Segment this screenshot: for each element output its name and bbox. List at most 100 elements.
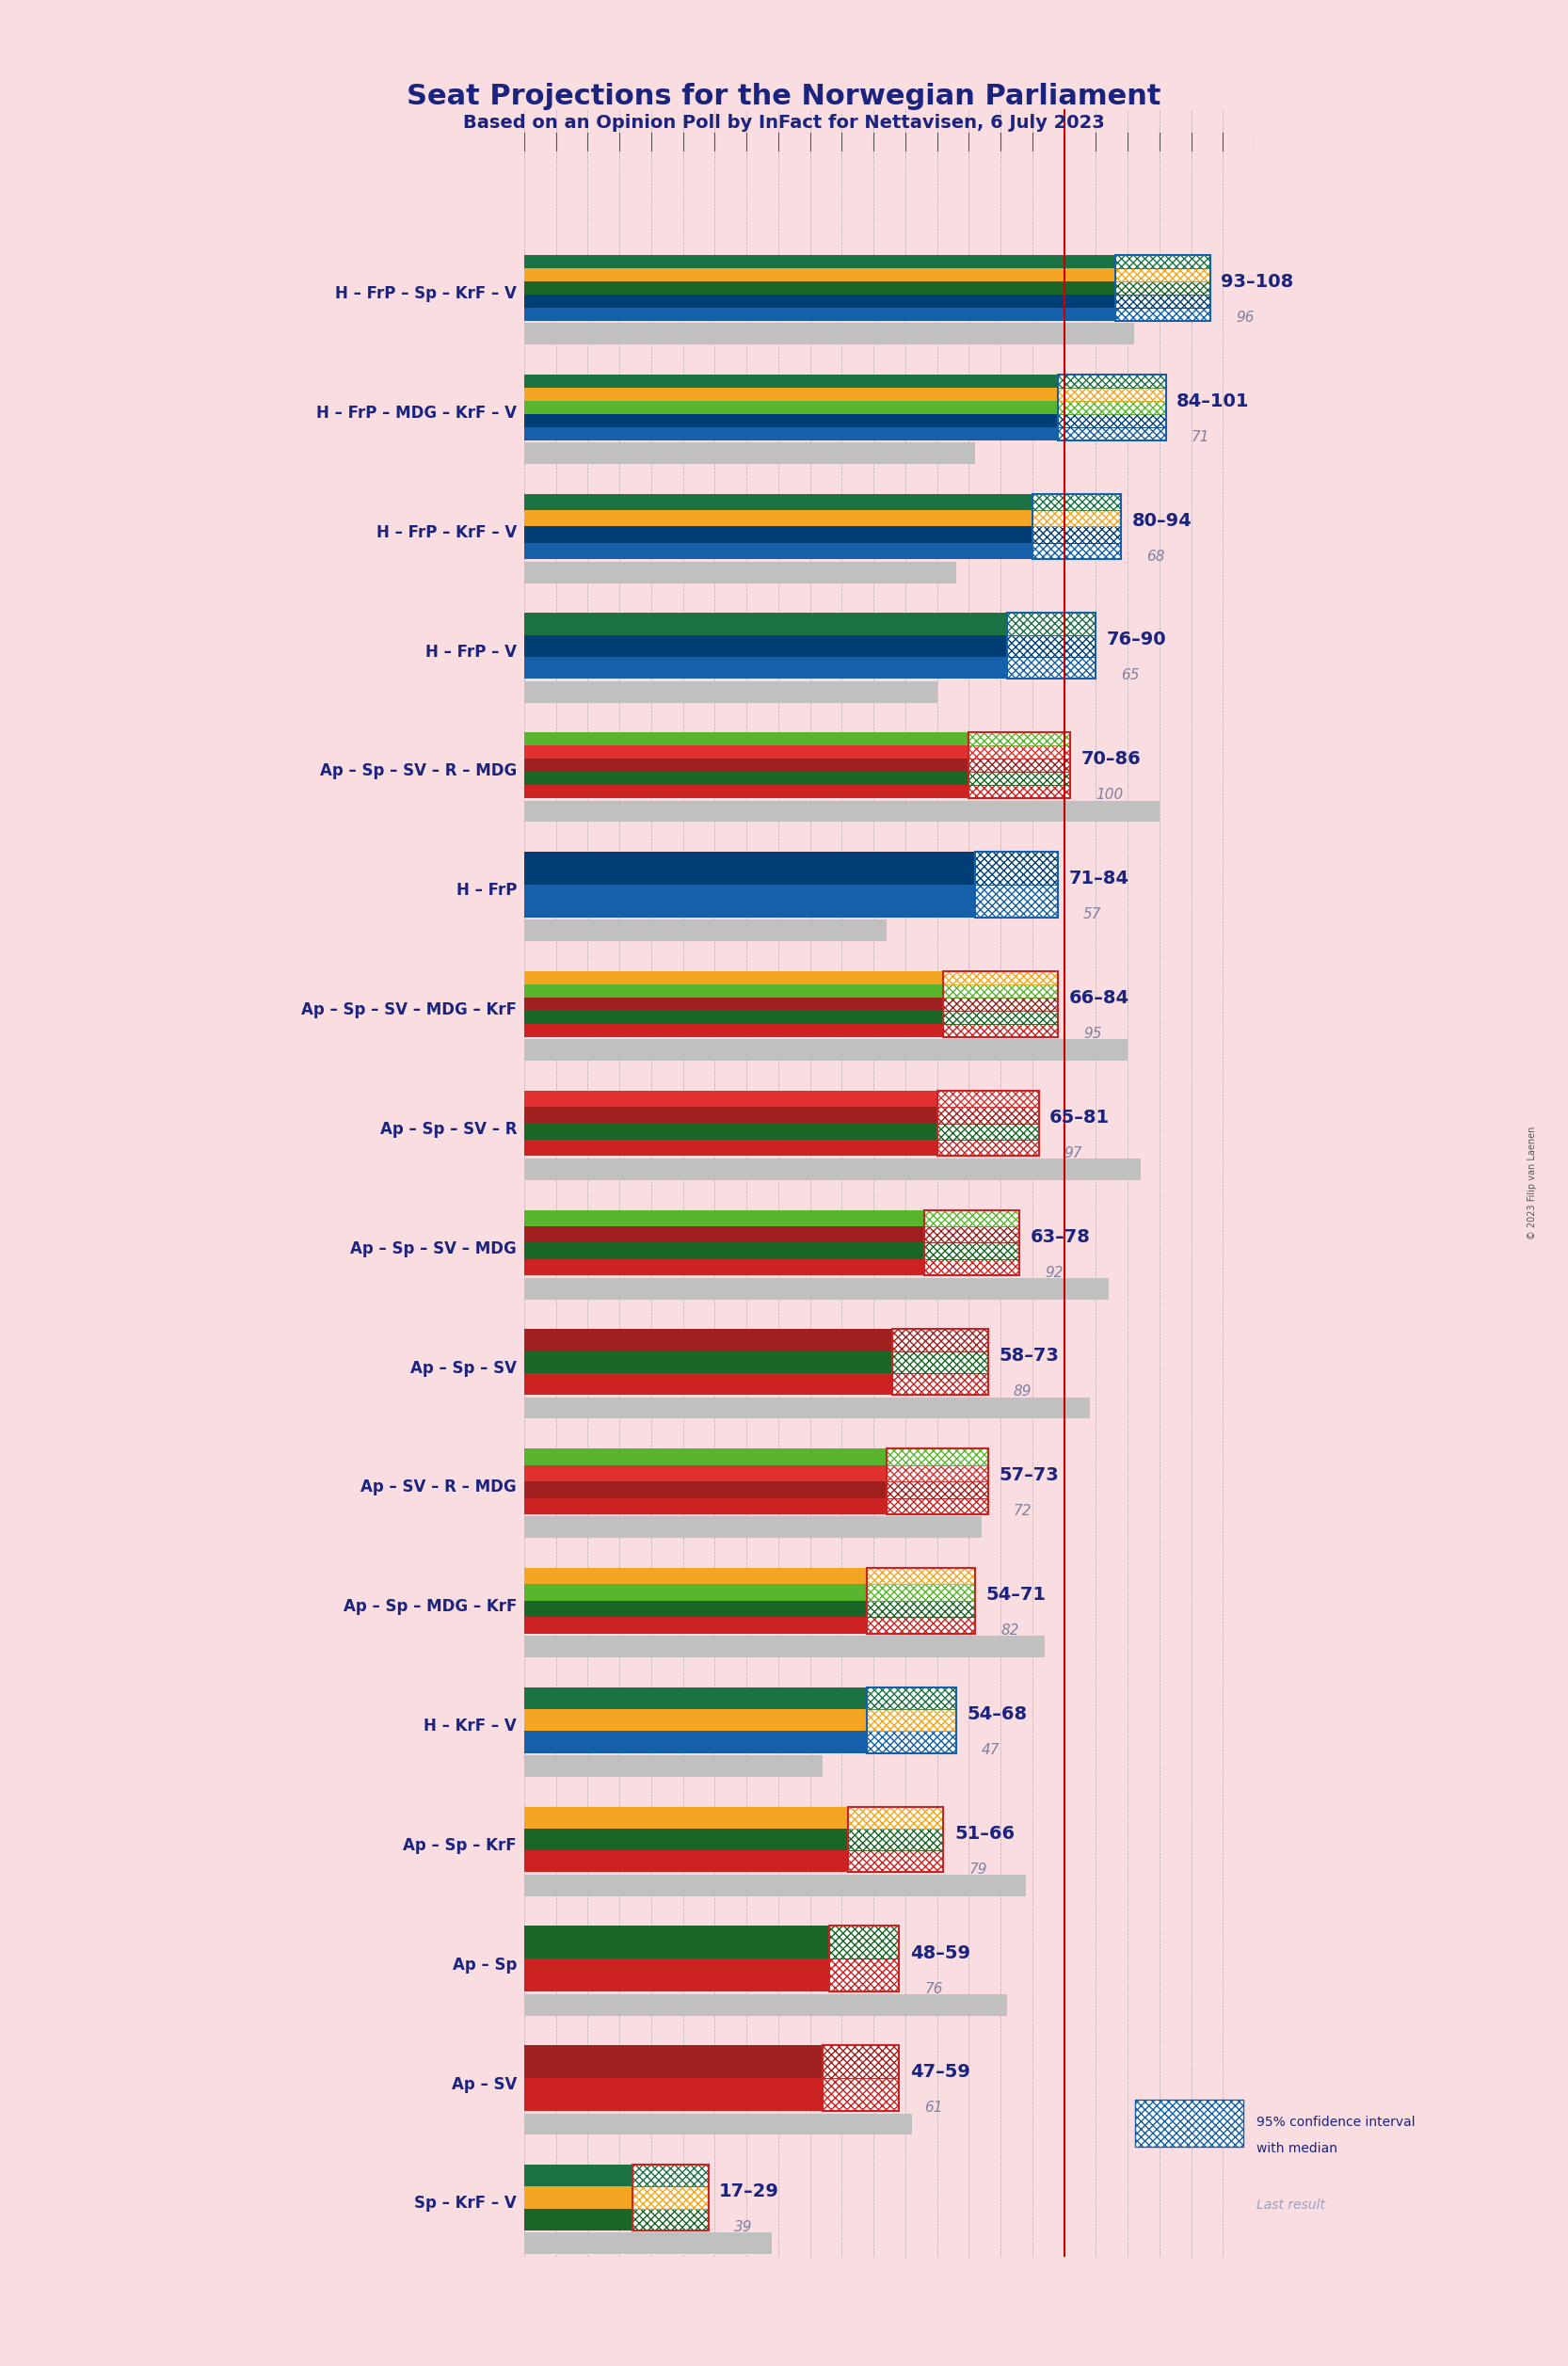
Bar xyxy=(867,1618,975,1633)
Bar xyxy=(1058,414,1165,426)
Bar xyxy=(524,1498,886,1514)
Bar xyxy=(524,613,1007,634)
Bar xyxy=(1115,256,1210,267)
Bar xyxy=(944,1010,1058,1024)
Bar xyxy=(944,970,1058,984)
Bar xyxy=(1032,542,1121,558)
Text: 47–59: 47–59 xyxy=(909,2063,971,2082)
Bar xyxy=(848,1850,944,1872)
Bar xyxy=(1115,267,1210,282)
Bar xyxy=(969,745,1071,759)
Bar xyxy=(632,2165,709,2186)
Bar xyxy=(632,2207,709,2231)
Bar xyxy=(524,733,969,745)
Bar xyxy=(938,1091,1038,1107)
Bar xyxy=(848,1829,944,1850)
Bar xyxy=(524,2186,632,2207)
Bar xyxy=(524,800,1159,821)
Bar xyxy=(969,733,1071,797)
Bar xyxy=(975,852,1058,885)
Bar xyxy=(524,1242,924,1259)
Bar xyxy=(867,1687,956,1708)
Bar xyxy=(1032,542,1121,558)
Text: Ap – Sp – SV – MDG: Ap – Sp – SV – MDG xyxy=(350,1240,517,1256)
Text: 57: 57 xyxy=(1083,909,1102,920)
Bar xyxy=(829,1959,898,1992)
Text: 93–108: 93–108 xyxy=(1221,272,1294,291)
Bar xyxy=(524,1756,823,1777)
Bar xyxy=(848,1808,944,1872)
Text: 51–66: 51–66 xyxy=(955,1824,1014,1843)
Text: 65–81: 65–81 xyxy=(1049,1107,1110,1126)
Text: H – FrP: H – FrP xyxy=(456,883,517,899)
Text: Ap – Sp – KrF: Ap – Sp – KrF xyxy=(403,1836,517,1855)
Bar xyxy=(944,984,1058,998)
Bar xyxy=(892,1330,988,1351)
Text: Ap – Sp – SV – R: Ap – Sp – SV – R xyxy=(379,1121,517,1138)
Text: 72: 72 xyxy=(1013,1505,1032,1519)
Bar xyxy=(1115,308,1210,322)
Text: 61: 61 xyxy=(925,2101,942,2115)
Bar xyxy=(892,1330,988,1351)
Bar xyxy=(975,885,1058,918)
Bar xyxy=(524,745,969,759)
Bar xyxy=(823,2077,898,2110)
Bar xyxy=(969,771,1071,786)
Bar xyxy=(1032,528,1121,542)
Bar xyxy=(524,1926,829,1959)
Text: 17–29: 17–29 xyxy=(720,2184,779,2200)
Bar xyxy=(944,1024,1058,1036)
Bar xyxy=(524,414,1058,426)
Bar xyxy=(632,2165,709,2231)
Bar xyxy=(1032,511,1121,528)
Bar xyxy=(524,442,975,464)
Bar xyxy=(524,634,1007,658)
Text: 70–86: 70–86 xyxy=(1082,750,1142,769)
Text: 100: 100 xyxy=(1096,788,1124,802)
Bar xyxy=(524,2234,771,2255)
Bar xyxy=(524,1330,892,1351)
Bar xyxy=(823,2044,898,2077)
Text: Seat Projections for the Norwegian Parliament: Seat Projections for the Norwegian Parli… xyxy=(406,83,1162,111)
Bar xyxy=(829,1926,898,1959)
Text: 48–59: 48–59 xyxy=(909,1945,971,1961)
Bar xyxy=(524,282,1115,293)
Bar xyxy=(524,1465,886,1481)
Bar xyxy=(1007,634,1096,658)
Bar xyxy=(886,1498,988,1514)
Bar xyxy=(823,2044,898,2077)
Text: Last result: Last result xyxy=(1256,2198,1325,2212)
Text: 66–84: 66–84 xyxy=(1069,989,1129,1008)
Text: 97: 97 xyxy=(1065,1145,1082,1159)
Bar xyxy=(892,1372,988,1396)
Bar xyxy=(1058,388,1165,400)
Bar xyxy=(938,1140,1038,1157)
Bar xyxy=(924,1259,1019,1275)
Bar xyxy=(524,1091,938,1107)
Bar xyxy=(969,771,1071,786)
Bar xyxy=(848,1829,944,1850)
Bar xyxy=(938,1091,1038,1157)
Bar xyxy=(1058,388,1165,400)
Bar xyxy=(524,511,1032,528)
Text: Sp – KrF – V: Sp – KrF – V xyxy=(414,2196,517,2212)
Bar xyxy=(944,998,1058,1010)
Bar xyxy=(969,786,1071,797)
Bar xyxy=(524,1808,848,1829)
Bar xyxy=(867,1708,956,1732)
Bar xyxy=(867,1585,975,1602)
Bar xyxy=(1058,414,1165,426)
Bar xyxy=(975,852,1058,918)
Text: 71: 71 xyxy=(1192,431,1209,445)
Bar xyxy=(524,528,1032,542)
Bar xyxy=(524,1708,867,1732)
Text: 76: 76 xyxy=(925,1983,942,1997)
Text: 80–94: 80–94 xyxy=(1132,511,1192,530)
Bar xyxy=(524,984,944,998)
Bar xyxy=(938,1124,1038,1140)
Bar xyxy=(524,1569,867,1585)
Bar xyxy=(938,1140,1038,1157)
Bar xyxy=(924,1209,1019,1226)
Bar xyxy=(524,1107,938,1124)
Bar xyxy=(867,1569,975,1633)
